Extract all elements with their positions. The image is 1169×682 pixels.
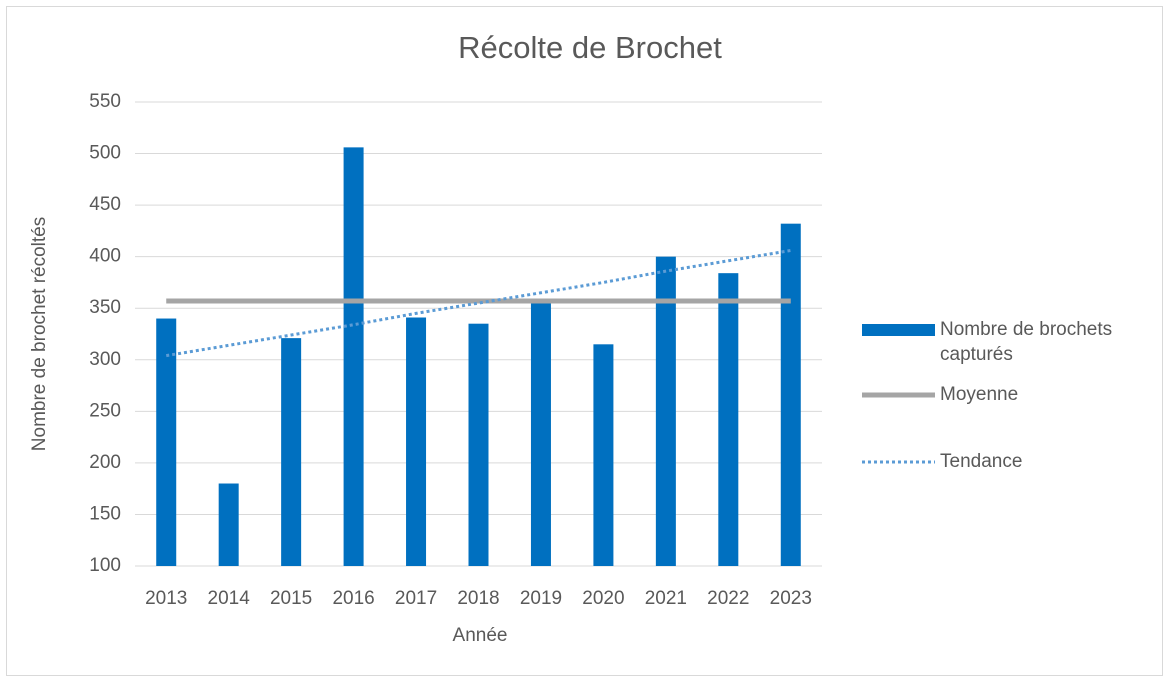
- bar: [780, 223, 801, 566]
- bar: [718, 273, 739, 566]
- bar: [281, 338, 302, 566]
- x-axis-label: Année: [453, 625, 508, 646]
- x-tick-label: 2018: [457, 588, 499, 609]
- x-tick-label: 2016: [332, 588, 374, 609]
- y-tick-label: 350: [89, 297, 121, 318]
- x-tick-label: 2015: [270, 588, 312, 609]
- x-tick-label: 2023: [770, 588, 812, 609]
- chart-title: Récolte de Brochet: [458, 30, 722, 65]
- y-tick-label: 100: [89, 555, 121, 576]
- chart-border: [6, 6, 1163, 676]
- y-tick-label: 300: [89, 349, 121, 370]
- y-tick-label: 200: [89, 452, 121, 473]
- y-axis-label: Nombre de brochet récoltés: [29, 217, 50, 451]
- x-tick-label: 2014: [208, 588, 251, 609]
- bar: [468, 323, 489, 566]
- y-tick-label: 450: [89, 194, 121, 215]
- bar: [406, 317, 427, 566]
- bar: [218, 483, 239, 566]
- y-tick-label: 150: [89, 503, 121, 524]
- y-tick-label: 250: [89, 400, 121, 421]
- x-tick-label: 2017: [395, 588, 437, 609]
- y-tick-label: 500: [89, 143, 121, 164]
- y-tick-label: 550: [89, 91, 121, 112]
- legend-label: Moyenne: [940, 384, 1019, 405]
- legend-label: Nombre de brochets capturés: [940, 319, 1113, 365]
- bar: [593, 344, 614, 566]
- x-tick-label: 2022: [707, 588, 749, 609]
- bar: [530, 303, 551, 566]
- bar: [343, 147, 364, 566]
- x-tick-label: 2020: [582, 588, 624, 609]
- bar: [655, 256, 676, 566]
- legend-swatch: [862, 324, 935, 336]
- x-tick-label: 2019: [520, 588, 562, 609]
- bar: [156, 318, 177, 566]
- y-tick-label: 400: [89, 246, 121, 267]
- legend-label: Tendance: [940, 451, 1023, 472]
- x-tick-label: 2013: [145, 588, 187, 609]
- x-tick-label: 2021: [645, 588, 687, 609]
